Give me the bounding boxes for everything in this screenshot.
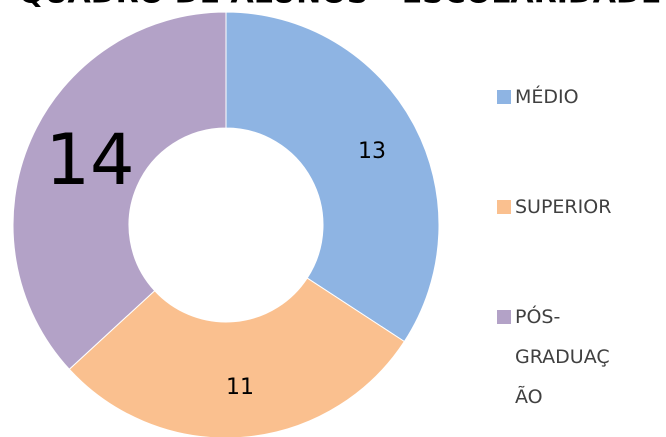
donut-slice <box>225 11 440 343</box>
legend-label: MÉDIO <box>515 86 579 108</box>
data-label: 13 <box>358 139 386 164</box>
data-label: 14 <box>45 119 134 201</box>
legend-item: MÉDIO <box>497 77 607 117</box>
legend-item: PÓS-GRADUAÇÃO <box>497 297 610 417</box>
data-label: 11 <box>226 375 254 400</box>
legend-item: SUPERIOR <box>497 187 611 227</box>
legend-label: PÓS-GRADUAÇÃO <box>515 306 610 408</box>
chart-title: QUADRO DE ALUNOS - ESCOLARIDADE <box>19 0 662 11</box>
legend-swatch <box>497 310 511 324</box>
donut-slice <box>12 11 227 370</box>
legend-swatch <box>497 90 511 104</box>
legend-swatch <box>497 200 511 214</box>
legend-label: SUPERIOR <box>515 196 612 218</box>
donut-slice <box>68 277 406 437</box>
